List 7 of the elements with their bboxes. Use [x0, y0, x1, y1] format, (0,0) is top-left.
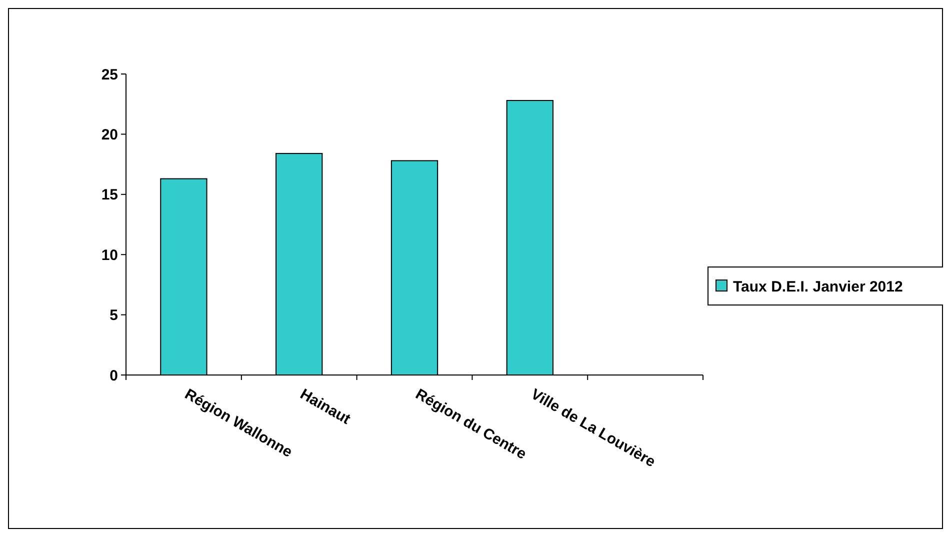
y-tick-label: 15 — [101, 186, 118, 204]
y-tick-label: 5 — [110, 307, 118, 324]
legend-label: Taux D.E.I. Janvier 2012 — [733, 278, 903, 296]
y-tick-label: 10 — [101, 246, 118, 264]
y-tick-label: 25 — [101, 66, 118, 84]
y-tick-label: 0 — [110, 367, 118, 384]
y-tick-label: 20 — [101, 126, 118, 144]
